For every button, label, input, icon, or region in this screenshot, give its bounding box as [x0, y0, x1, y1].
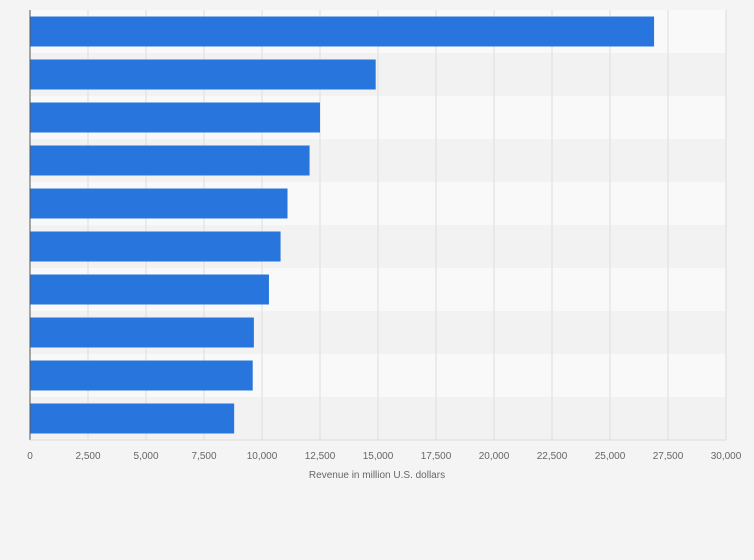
bar[interactable]	[30, 274, 269, 305]
bar[interactable]	[30, 188, 288, 219]
x-tick-label: 10,000	[247, 451, 278, 462]
x-tick-label: 30,000	[711, 451, 742, 462]
x-tick-label: 20,000	[479, 451, 510, 462]
bar[interactable]	[30, 403, 235, 434]
x-tick-label: 0	[27, 451, 33, 462]
x-tick-label: 27,500	[653, 451, 684, 462]
bars	[30, 16, 655, 434]
bar[interactable]	[30, 16, 655, 47]
x-tick-labels: 0 2,500 5,000 7,500 10,000 12,500 15,000 17,500…	[27, 451, 742, 462]
bar[interactable]	[30, 102, 320, 133]
bar[interactable]	[30, 145, 310, 176]
x-tick-label: 5,000	[133, 451, 158, 462]
x-tick-label: 25,000	[595, 451, 626, 462]
axes	[29, 10, 726, 441]
bar[interactable]	[30, 317, 254, 348]
x-tick-label: 7,500	[191, 451, 216, 462]
x-tick-label: 2,500	[75, 451, 100, 462]
x-tick-label: 15,000	[363, 451, 394, 462]
x-tick-label: 12,500	[305, 451, 336, 462]
x-tick-label: 22,500	[537, 451, 568, 462]
bar[interactable]	[30, 231, 281, 262]
x-tick-label: 17,500	[421, 451, 452, 462]
bar[interactable]	[30, 360, 253, 391]
x-axis-title: Revenue in million U.S. dollars	[309, 470, 445, 481]
bar[interactable]	[30, 59, 376, 90]
